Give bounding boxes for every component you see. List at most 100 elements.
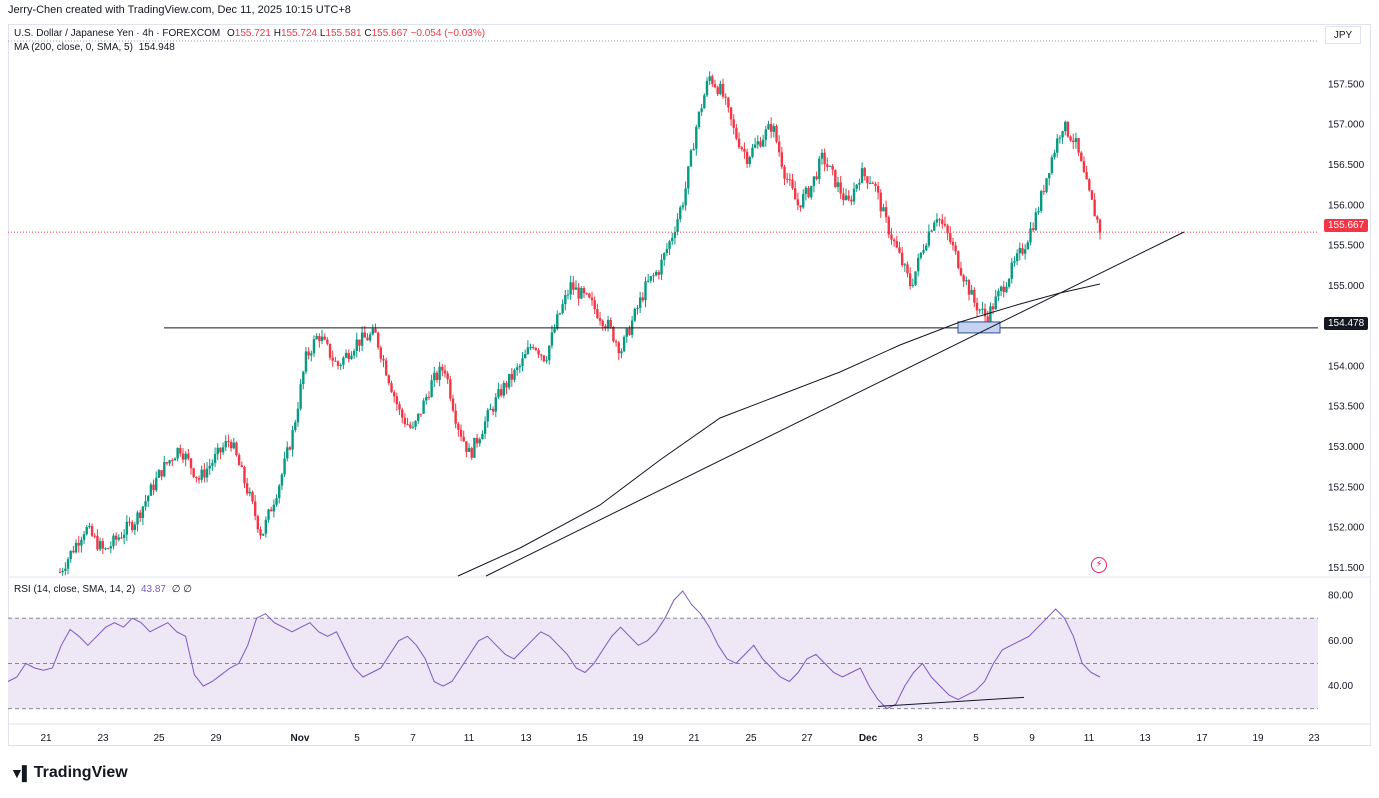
candle-body: [933, 222, 936, 231]
candle-body: [692, 148, 695, 151]
flash-icon[interactable]: ⚡: [1091, 557, 1107, 573]
candle-body: [876, 185, 880, 193]
candle-body: [569, 282, 572, 295]
candle-body: [941, 219, 944, 224]
time-tick-label: 23: [97, 733, 109, 744]
candle-body: [240, 465, 243, 467]
candle-body: [807, 187, 810, 198]
candle-body: [85, 527, 88, 535]
candle-body: [922, 250, 925, 253]
candle-body: [927, 231, 931, 246]
candle-body: [398, 404, 401, 410]
candle-body: [1066, 121, 1070, 137]
candle-body: [147, 495, 150, 502]
candle-body: [644, 281, 647, 301]
price-tick-label: 155.500: [1328, 241, 1365, 252]
candle-body: [371, 328, 375, 335]
candle-body: [780, 152, 784, 167]
candle-body: [334, 360, 337, 362]
candle-body: [187, 453, 190, 459]
change-value: −0.054 (−0.03%): [410, 28, 486, 39]
candle-body: [227, 441, 230, 443]
candle-body: [1085, 172, 1088, 180]
candle-body: [839, 182, 842, 194]
candle-body: [606, 319, 610, 328]
candle-body: [350, 355, 353, 360]
candle-body: [604, 326, 607, 328]
candle-body: [580, 288, 583, 299]
candle-body: [122, 534, 126, 538]
candle-body: [133, 524, 137, 531]
candle-body: [101, 541, 104, 549]
candle-body: [505, 383, 508, 388]
candle-body: [406, 424, 409, 426]
candle-body: [443, 370, 447, 374]
time-tick-label: 3: [917, 733, 923, 744]
ma-value: 154.948: [138, 42, 175, 53]
candle-body: [224, 441, 227, 448]
time-tick-label: 25: [153, 733, 165, 744]
candle-body: [403, 417, 407, 425]
candle-body: [195, 476, 198, 479]
candle-body: [761, 139, 765, 147]
candle-body: [347, 352, 350, 360]
time-tick-label: 15: [576, 733, 588, 744]
candle-body: [120, 537, 123, 539]
candle-body: [184, 453, 187, 460]
candle-body: [267, 509, 270, 520]
candle-body: [906, 264, 909, 274]
price-tick-label: 156.500: [1328, 160, 1365, 171]
candle-body: [818, 158, 821, 179]
candle-body: [454, 410, 457, 424]
candle-body: [622, 336, 626, 352]
candle-body: [874, 183, 877, 186]
candle-body: [181, 453, 185, 460]
price-tick-label: 157.000: [1328, 120, 1365, 131]
candle-body: [588, 293, 591, 298]
candle-body: [374, 328, 377, 333]
candle-body: [638, 297, 642, 308]
time-tick-label: 21: [688, 733, 700, 744]
candle-body: [1088, 179, 1091, 191]
candle-body: [799, 205, 802, 208]
candle-body: [748, 157, 751, 164]
candle-body: [1029, 228, 1032, 243]
candle-body: [155, 477, 158, 491]
candle-body: [382, 358, 385, 361]
trendline: [485, 231, 1185, 577]
price-tick-label: 156.000: [1328, 200, 1365, 211]
candle-body: [545, 360, 548, 362]
footer-brand: ▼▌ TradingView: [10, 764, 128, 782]
candle-body: [320, 336, 324, 341]
candle-body: [999, 286, 1003, 291]
candle-body: [409, 424, 412, 428]
candle-body: [850, 199, 853, 202]
candle-body: [1058, 137, 1062, 139]
candle-body: [1061, 131, 1064, 138]
candle-body: [898, 247, 901, 253]
rsi-legend[interactable]: RSI (14, close, SMA, 14, 2) 43.87 ∅ ∅: [14, 584, 192, 595]
currency-button[interactable]: JPY: [1325, 26, 1361, 44]
candle-body: [104, 548, 107, 550]
symbol-name[interactable]: U.S. Dollar / Japanese Yen · 4h · FOREXC…: [14, 28, 221, 39]
candle-body: [342, 357, 345, 365]
candle-body: [176, 447, 179, 459]
candle-body: [815, 176, 818, 179]
ma-legend[interactable]: MA (200, close, 0, SMA, 5) 154.948: [14, 42, 175, 53]
candle-body: [294, 422, 297, 431]
candle-body: [139, 512, 142, 518]
candle-body: [689, 150, 693, 167]
candle-body: [331, 357, 334, 361]
candle-body: [336, 361, 340, 367]
candle-body: [1026, 242, 1030, 250]
candle-body: [339, 364, 342, 367]
candle-body: [152, 484, 155, 491]
price-tick-label: 153.500: [1328, 402, 1365, 413]
candle-body: [82, 534, 86, 540]
rsi-tick-label: 60.00: [1328, 636, 1353, 647]
candle-body: [660, 259, 663, 275]
candle-body: [425, 396, 428, 401]
candle-body: [248, 491, 252, 494]
candle-body: [478, 439, 481, 444]
